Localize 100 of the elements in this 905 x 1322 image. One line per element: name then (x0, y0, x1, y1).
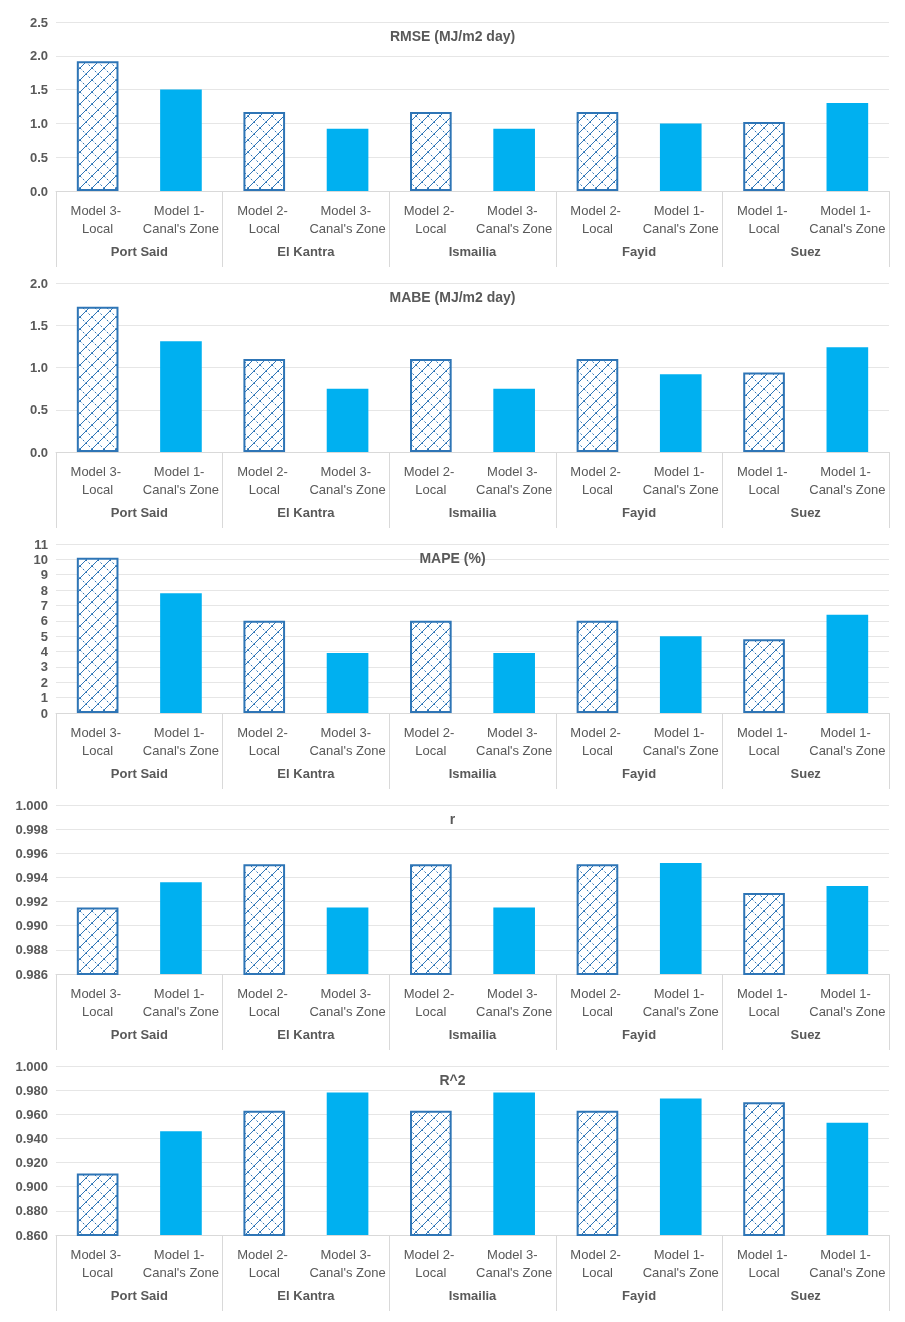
x-tick-label: Model 2- Local (570, 1246, 625, 1280)
y-tick-label: 0.940 (15, 1130, 48, 1146)
y-tick-label: 7 (40, 597, 48, 613)
x-tick-label: Model 2- Local (237, 463, 292, 497)
x-tick-label: Model 3- Local (70, 463, 125, 497)
x-tick-label: Model 2- Local (403, 724, 458, 758)
x-tick-label: Model 1- Canal's Zone (142, 985, 220, 1019)
y-tick-label: 0 (40, 705, 48, 721)
y-tick-label: 0.880 (15, 1203, 48, 1219)
x-tick-label: Model 2- Local (403, 202, 458, 236)
y-tick-label: 0.0 (29, 183, 48, 199)
x-tick-label: Model 3- Canal's Zone (309, 202, 386, 236)
x-tick-label: Model 3- Canal's Zone (309, 1246, 386, 1280)
x-tick-label: Model 2- Local (403, 1246, 458, 1280)
x-tick-label: Model 3- Local (70, 202, 125, 236)
bar (826, 347, 869, 452)
bar (160, 593, 202, 713)
text: Suez (790, 243, 822, 259)
x-tick-label: Model 1- Canal's Zone (809, 985, 886, 1019)
y-tick-label: 1 (40, 690, 48, 706)
x-tick-label: Model 2- Local (403, 463, 458, 497)
text: Fayid (622, 1287, 657, 1303)
x-tick-label: Model 2- Local (570, 202, 625, 236)
bar (410, 620, 452, 713)
y-tick-label: 2.0 (29, 275, 48, 291)
x-tick-label: Model 1- Canal's Zone (809, 463, 886, 497)
x-tick-label: Model 1- Canal's Zone (142, 724, 220, 758)
text: El Kantra (277, 1026, 336, 1042)
text: Suez (790, 765, 822, 781)
y-tick-label: 0.990 (15, 918, 48, 934)
text: Fayid (622, 1026, 657, 1042)
text: Ismailia (448, 504, 498, 520)
x-tick-label: Model 3- Canal's Zone (309, 724, 386, 758)
x-tick-label: Model 1- Local (736, 985, 792, 1019)
x-tick-label: Model 1- Local (736, 202, 792, 236)
y-tick-label: 1.000 (15, 797, 48, 813)
y-tick-label: 0.860 (15, 1227, 48, 1243)
text: Port Said (110, 765, 168, 781)
x-tick-label: Model 3- Local (70, 1246, 125, 1280)
x-tick-label: Model 2- Local (403, 985, 458, 1019)
bar (326, 128, 369, 191)
text: Port Said (110, 1287, 168, 1303)
y-tick-label: 6 (40, 613, 48, 629)
bar (493, 128, 535, 191)
y-tick-label: 2.5 (29, 14, 48, 30)
x-tick-label: Model 3- Canal's Zone (476, 1246, 553, 1280)
bar (76, 306, 119, 452)
y-tick-label: 0.986 (15, 966, 48, 982)
text: El Kantra (277, 504, 336, 520)
y-tick-label: 0.988 (15, 942, 48, 958)
text: Suez (790, 1287, 822, 1303)
bar (326, 653, 369, 713)
y-tick-label: 10 (33, 551, 48, 567)
bar (576, 359, 619, 452)
y-tick-label: 0.5 (29, 402, 48, 418)
text: Fayid (622, 765, 657, 781)
y-tick-label: 1.0 (29, 360, 48, 375)
text: El Kantra (277, 765, 336, 781)
x-tick-label: Model 1- Canal's Zone (642, 724, 719, 758)
bar (659, 123, 702, 191)
y-tick-label: 1.000 (15, 1058, 48, 1074)
y-tick-label: 2.0 (29, 48, 48, 64)
text: Fayid (622, 243, 657, 259)
x-tick-label: Model 1- Canal's Zone (642, 985, 719, 1019)
text: Suez (790, 504, 822, 520)
x-tick-label: Model 3- Canal's Zone (476, 985, 553, 1019)
x-tick-label: Model 3- Local (70, 985, 125, 1019)
chart-title: R^2 (439, 1072, 466, 1088)
bar (243, 111, 286, 191)
x-tick-label: Model 3- Canal's Zone (309, 463, 386, 497)
chart-title: MABE (MJ/m2 day) (389, 289, 516, 305)
y-tick-label: 1.5 (29, 82, 48, 98)
chart-title: RMSE (MJ/m2 day) (389, 28, 516, 44)
bar (493, 388, 535, 452)
y-tick-label: 1.0 (29, 115, 48, 131)
x-tick-label: Model 3- Canal's Zone (476, 724, 553, 758)
x-tick-label: Model 2- Local (570, 463, 625, 497)
chart-title: r (449, 811, 456, 827)
bar (743, 122, 785, 191)
chart-title: MAPE (%) (419, 550, 486, 566)
x-tick-label: Model 1- Canal's Zone (642, 463, 719, 497)
bar (76, 61, 119, 191)
text: El Kantra (277, 1287, 336, 1303)
bar (576, 620, 619, 713)
x-tick-label: Model 2- Local (237, 985, 292, 1019)
y-tick-label: 3 (40, 659, 48, 675)
text: Fayid (622, 504, 657, 520)
y-tick-label: 0.0 (29, 444, 48, 460)
y-tick-label: 8 (40, 582, 48, 598)
text: El Kantra (277, 243, 336, 259)
bar (243, 620, 286, 713)
bar (659, 374, 702, 452)
x-tick-label: Model 1- Canal's Zone (142, 463, 220, 497)
text: Ismailia (448, 765, 498, 781)
y-tick-label: 0.920 (15, 1155, 48, 1171)
bar (243, 359, 286, 452)
x-tick-label: Model 2- Local (237, 724, 292, 758)
bar (576, 111, 619, 191)
x-tick-label: Model 2- Local (237, 202, 292, 236)
x-tick-label: Model 1- Canal's Zone (142, 202, 220, 236)
